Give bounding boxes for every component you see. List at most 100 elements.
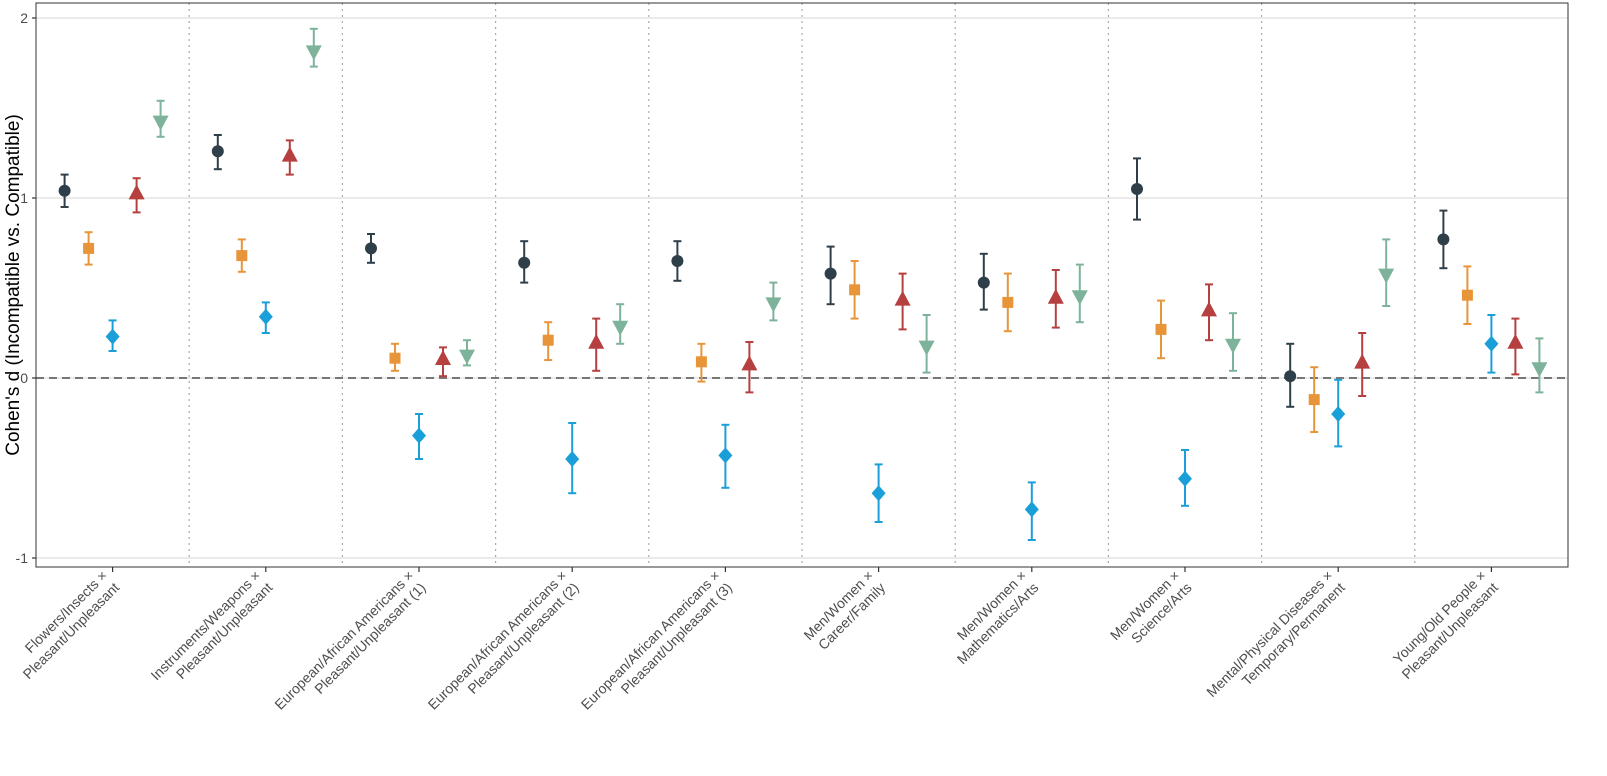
data-point <box>1284 342 1297 408</box>
data-point <box>741 341 758 394</box>
x-tick-label: Flowers/Insects ×Pleasant/Unpleasant <box>20 567 123 682</box>
point-marker <box>918 340 935 356</box>
point-marker <box>1201 301 1217 317</box>
point-marker <box>1437 233 1450 246</box>
point-marker <box>1225 338 1241 354</box>
data-point <box>389 342 401 372</box>
data-point <box>977 252 990 311</box>
x-tick-label: European/African Americans ×Pleasant/Unp… <box>578 567 736 712</box>
plot-frame <box>35 2 1569 568</box>
data-point <box>1354 332 1371 397</box>
point-marker <box>542 334 554 346</box>
data-point <box>412 413 426 460</box>
point-marker <box>977 276 990 289</box>
data-point <box>565 422 580 495</box>
data-point <box>871 463 886 523</box>
data-point <box>542 321 554 361</box>
data-point <box>1201 283 1217 342</box>
point-marker <box>1308 394 1320 406</box>
x-tick-label-line: European/African Americans × <box>425 567 570 712</box>
point-marker <box>281 146 298 162</box>
x-tick-label: Mental/Physical Diseases ×Temporary/Perm… <box>1203 567 1348 700</box>
point-marker <box>741 355 758 371</box>
category-separators <box>188 3 1416 567</box>
point-marker <box>1531 362 1548 378</box>
x-tick-label-line: Instruments/Weapons × <box>147 567 263 683</box>
data-point <box>1331 378 1346 448</box>
point-marker <box>588 333 605 349</box>
point-marker <box>365 242 377 255</box>
data-point <box>718 423 733 489</box>
point-marker <box>565 451 580 467</box>
point-marker <box>695 356 707 368</box>
point-marker <box>435 350 451 365</box>
data-point <box>1437 209 1450 270</box>
point-marker <box>1331 406 1346 422</box>
point-marker <box>1378 268 1395 284</box>
point-marker <box>1284 370 1297 383</box>
data-point <box>1225 312 1241 372</box>
point-marker <box>871 485 886 502</box>
x-tick-label: European/African Americans ×Pleasant/Unp… <box>271 567 429 712</box>
point-marker <box>1507 333 1524 349</box>
point-marker <box>1024 501 1039 518</box>
point-marker <box>211 145 224 158</box>
data-point <box>1047 269 1064 329</box>
x-tick-label-line: European/African Americans × <box>271 567 416 712</box>
x-tick-label-line: Pleasant/Unpleasant (3) <box>618 579 736 697</box>
data-point <box>1308 366 1320 433</box>
point-marker <box>894 290 911 306</box>
x-tick-label-line: Mental/Physical Diseases × <box>1203 567 1336 700</box>
x-tick-label: Instruments/Weapons ×Pleasant/Unpleasant <box>147 567 275 683</box>
point-marker <box>58 184 71 197</box>
x-tick-label-line: European/African Americans × <box>578 567 723 712</box>
point-marker <box>1178 470 1192 487</box>
data-point <box>1002 272 1014 333</box>
point-marker <box>1484 335 1499 352</box>
data-point <box>435 346 451 378</box>
point-marker <box>258 308 273 325</box>
point-marker <box>765 297 782 313</box>
y-tick-label: 0 <box>20 370 28 386</box>
point-marker <box>1131 183 1143 195</box>
data-point <box>1024 481 1039 541</box>
point-marker <box>1155 323 1167 335</box>
data-point <box>695 342 707 383</box>
point-marker <box>1461 289 1473 301</box>
data-point <box>765 281 782 322</box>
data-point <box>671 240 684 282</box>
data-point <box>918 314 935 374</box>
data-point <box>1131 157 1143 221</box>
point-marker <box>1002 296 1014 308</box>
point-marker <box>105 328 120 345</box>
x-tick-label-line: Pleasant/Unpleasant (1) <box>311 579 429 697</box>
data-point <box>1071 263 1088 324</box>
data-point <box>105 319 120 352</box>
point-marker <box>824 267 837 280</box>
x-axis: Flowers/Insects ×Pleasant/Unpleasant Inst… <box>20 567 1501 713</box>
x-tick-label: European/African Americans ×Pleasant/Unp… <box>425 567 582 712</box>
x-tick-label-line: Temporary/Permanent <box>1239 579 1348 688</box>
point-marker <box>671 255 684 267</box>
y-axis-label: Cohen's d (Incompatible vs. Compatible) <box>3 114 24 456</box>
data-point <box>305 27 322 68</box>
data-point <box>518 240 531 284</box>
point-marker <box>518 256 531 269</box>
y-tick-label: 2 <box>20 10 28 26</box>
data-point <box>258 301 273 334</box>
data-point <box>849 260 861 320</box>
x-tick-label: Men/Women ×Career/Family <box>800 567 888 652</box>
point-marker <box>412 427 426 444</box>
point-marker <box>236 250 248 262</box>
data-point <box>365 233 377 264</box>
data-point <box>459 339 475 367</box>
x-tick-label: Young/Old People ×Pleasant/Unpleasant <box>1390 567 1501 682</box>
y-axis: -1 0 1 2 <box>16 10 36 566</box>
data-point <box>1531 337 1548 394</box>
data-point <box>236 238 248 273</box>
point-marker <box>1354 353 1371 369</box>
data-point <box>1484 314 1499 374</box>
y-tick-label: 1 <box>20 190 28 206</box>
point-marker <box>83 242 95 254</box>
